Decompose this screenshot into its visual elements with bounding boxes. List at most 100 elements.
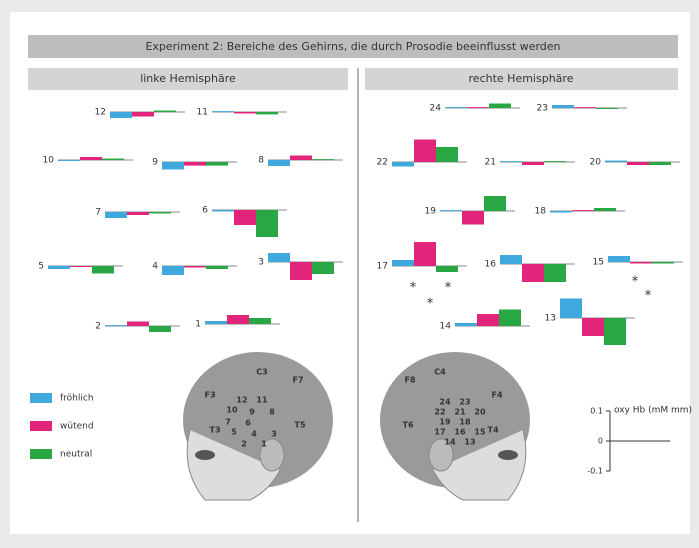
bar [608, 256, 630, 262]
bar [105, 212, 127, 218]
bar [596, 108, 618, 109]
bar [500, 161, 522, 163]
legend-swatch [30, 449, 52, 459]
head-label: 18 [459, 418, 471, 427]
bar [184, 162, 206, 166]
legend-label: neutral [60, 450, 92, 460]
bar [92, 266, 114, 274]
channel-label: 2 [95, 322, 101, 332]
channel-label: 13 [545, 314, 556, 324]
channel-label: 20 [590, 158, 602, 168]
head-label: F8 [404, 376, 415, 385]
subheader-bg [28, 68, 348, 90]
channel-label: 21 [485, 158, 496, 168]
head-left [183, 352, 333, 501]
significance: * [445, 281, 452, 296]
head-label: T4 [487, 426, 498, 435]
channel-label: 16 [485, 260, 497, 270]
channel-label: 10 [43, 156, 55, 166]
channel-label: 18 [535, 207, 547, 217]
bar [392, 162, 414, 167]
bar [105, 325, 127, 327]
channel-label: 9 [152, 158, 158, 168]
channel-label: 1 [195, 320, 201, 330]
head-label: T3 [209, 426, 220, 435]
head-label: 15 [474, 428, 486, 437]
bar [58, 160, 80, 161]
bar [414, 242, 436, 266]
channel-label: 8 [258, 156, 264, 166]
bar [227, 315, 249, 324]
channel-label: 4 [152, 262, 158, 272]
scale-tick-label: 0.1 [590, 407, 603, 416]
head-label: 12 [236, 396, 247, 405]
bar [499, 309, 521, 326]
head-label: 7 [225, 418, 231, 427]
bar [312, 159, 334, 161]
bar [205, 321, 227, 324]
bar [162, 266, 184, 275]
channel-label: 6 [202, 206, 208, 216]
bar [234, 210, 256, 225]
scale-tick-label: -0.1 [587, 467, 603, 476]
head-label: T6 [402, 421, 413, 430]
legend-label: wütend [60, 422, 94, 432]
bar [594, 208, 616, 211]
subheader-bg [365, 68, 678, 90]
bar [127, 212, 149, 215]
head-label: 1 [261, 440, 267, 449]
bar [290, 155, 312, 160]
head-label: 9 [249, 408, 255, 417]
head-label: 24 [439, 398, 451, 407]
bar [550, 211, 572, 213]
bar [572, 210, 594, 212]
channel-label: 3 [258, 258, 264, 268]
bar [455, 323, 477, 326]
bar [212, 111, 234, 113]
bar [414, 139, 436, 162]
bar [489, 103, 511, 108]
bar [604, 318, 626, 345]
title-bar [28, 35, 678, 58]
bar [80, 157, 102, 160]
legend-swatch [30, 421, 52, 431]
head-label: 14 [444, 438, 456, 447]
bar [249, 318, 271, 324]
bar [212, 210, 234, 212]
head-label: 16 [454, 428, 466, 437]
bar [484, 196, 506, 211]
bar [522, 162, 544, 165]
bar [552, 105, 574, 108]
bar [312, 262, 334, 274]
bar [70, 266, 92, 267]
bar [605, 160, 627, 162]
bar [149, 212, 171, 214]
title: Experiment 2: Bereiche des Gehirns, die … [145, 40, 560, 53]
bar [184, 266, 206, 268]
bar [149, 326, 171, 332]
bar [522, 264, 544, 282]
channel-label: 12 [95, 108, 106, 118]
bar [445, 107, 467, 109]
channel-label: 23 [537, 104, 548, 114]
significance: * [410, 281, 417, 296]
panel-bg [10, 12, 690, 534]
bar [436, 147, 458, 162]
bar [582, 318, 604, 336]
bar [627, 162, 649, 165]
channel-label: 22 [377, 158, 388, 168]
head-label: T5 [294, 421, 305, 430]
scale-tick-label: 0 [598, 437, 603, 446]
channel-label: 14 [440, 322, 452, 332]
bar [440, 210, 462, 212]
bar [392, 260, 414, 266]
bar [467, 107, 489, 109]
bar [477, 314, 499, 326]
bar [462, 211, 484, 225]
bar [436, 266, 458, 272]
channel-label: 15 [593, 258, 604, 268]
bar [48, 266, 70, 269]
head-label: 11 [256, 396, 268, 405]
head-label: C4 [434, 368, 446, 377]
